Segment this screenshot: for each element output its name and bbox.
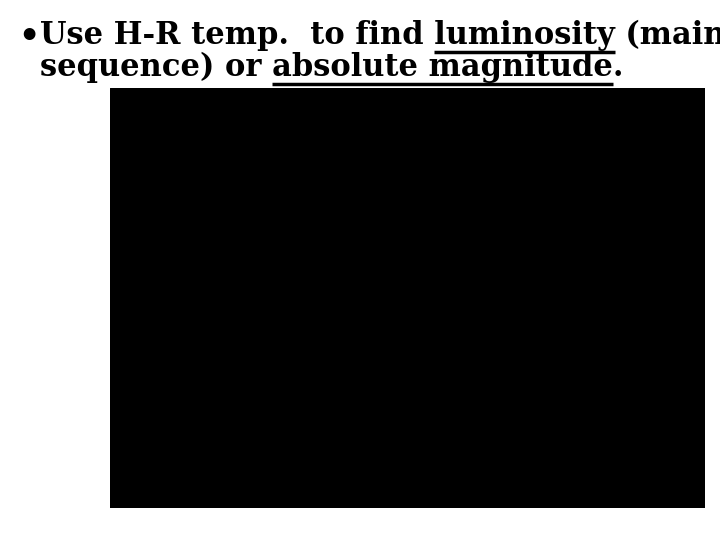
- Text: Use H-R temp.  to find luminosity (main: Use H-R temp. to find luminosity (main: [40, 20, 720, 51]
- Text: •: •: [18, 20, 40, 53]
- Text: sequence) or absolute magnitude.: sequence) or absolute magnitude.: [40, 52, 624, 83]
